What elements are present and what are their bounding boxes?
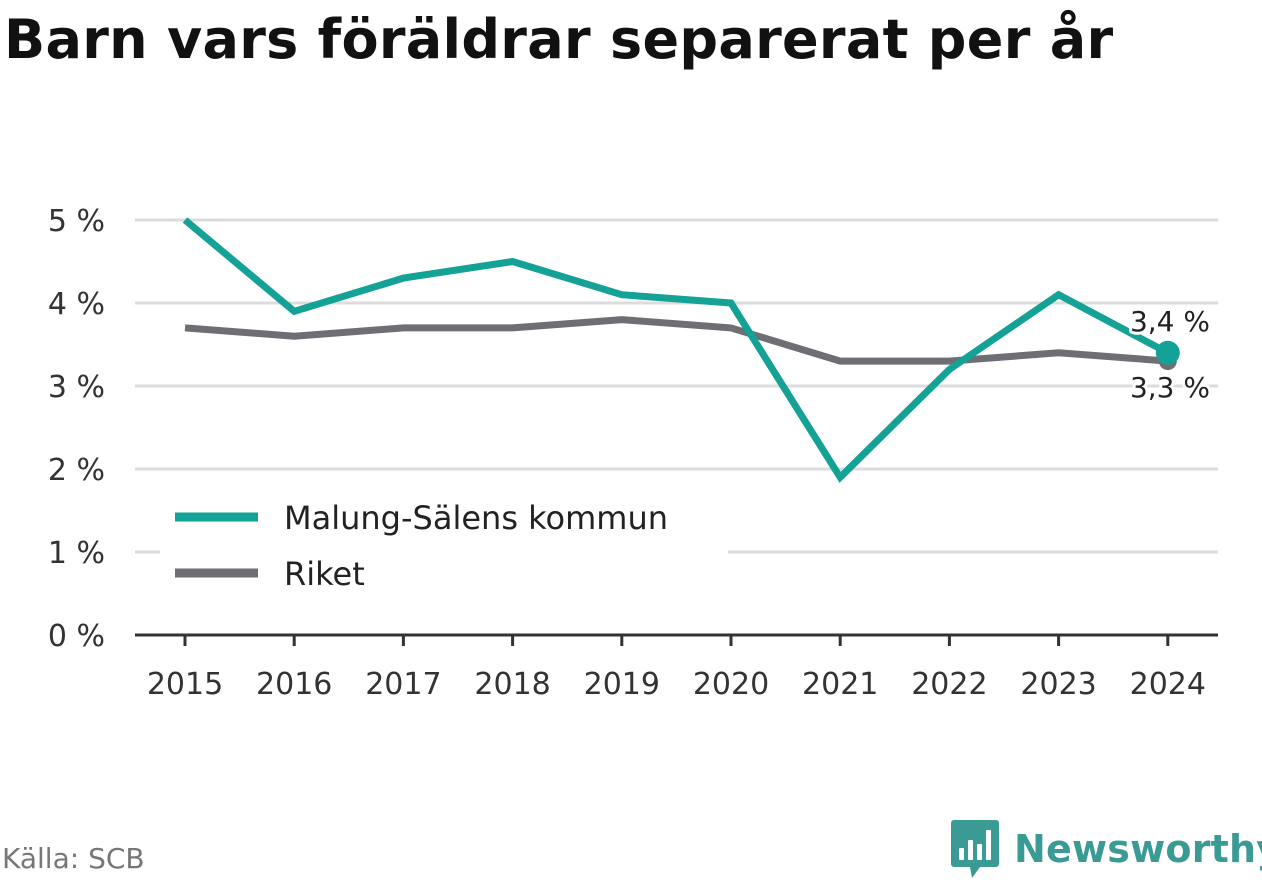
y-tick-label: 5 % xyxy=(48,204,105,239)
brand-logo: Newsworthy xyxy=(950,818,1262,880)
series-end-point-0 xyxy=(1155,340,1180,365)
series-line-0 xyxy=(182,217,1170,483)
x-tick-label: 2022 xyxy=(911,667,987,702)
x-tick-label: 2021 xyxy=(802,667,878,702)
brand-name: Newsworthy xyxy=(1014,827,1262,871)
x-tick-label: 2019 xyxy=(584,667,660,702)
chart-title: Barn vars föräldrar separerat per år xyxy=(4,8,1114,71)
y-tick-label: 4 % xyxy=(48,287,105,322)
y-tick-label: 3 % xyxy=(48,370,105,405)
end-label-series-0: 3,4 % xyxy=(1130,305,1210,338)
source-note: Källa: SCB xyxy=(2,842,145,875)
bar-chart-bubble-icon xyxy=(951,820,999,878)
legend-label: Malung-Sälens kommun xyxy=(284,499,668,537)
y-axis-ticks: 0 % 1 % 2 % 3 % 4 % 5 % xyxy=(48,204,105,654)
series-line-1 xyxy=(184,316,1169,365)
end-labels: 3,4 % 3,3 % xyxy=(1127,302,1213,407)
legend-label: Riket xyxy=(284,555,365,593)
x-tick-label: 2018 xyxy=(474,667,550,702)
x-tick-label: 2024 xyxy=(1130,667,1206,702)
x-tick-label: 2023 xyxy=(1020,667,1096,702)
x-tick-label: 2017 xyxy=(365,667,441,702)
y-tick-label: 1 % xyxy=(48,536,105,571)
legend: Malung-Sälens kommun Riket xyxy=(160,490,728,593)
x-tick-label: 2016 xyxy=(256,667,332,702)
series-lines xyxy=(182,217,1180,483)
end-label-series-1: 3,3 % xyxy=(1130,371,1210,404)
y-tick-label: 0 % xyxy=(48,619,105,654)
y-tick-label: 2 % xyxy=(48,453,105,488)
x-axis: 2015 2016 2017 2018 2019 2020 2021 2022 2023 2024 xyxy=(135,633,1218,702)
x-tick-label: 2015 xyxy=(147,667,223,702)
x-tick-label: 2020 xyxy=(693,667,769,702)
